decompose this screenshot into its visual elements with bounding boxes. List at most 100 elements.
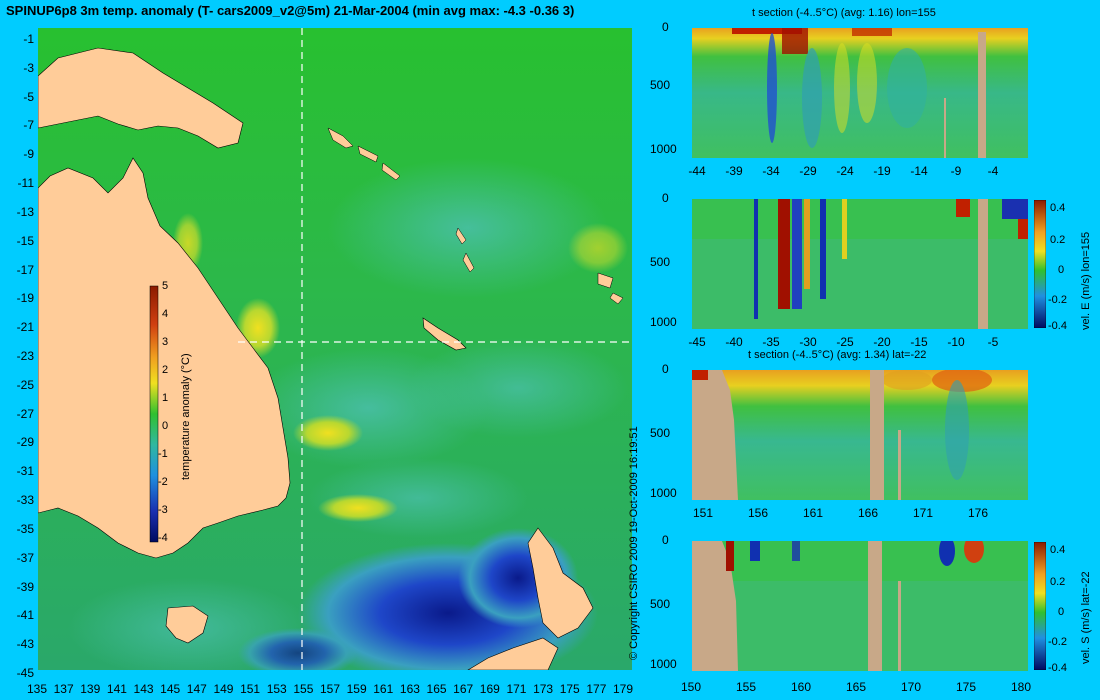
- lon-tick: 151: [240, 682, 261, 696]
- tasmania-land: [165, 605, 209, 644]
- section-2-svg: [692, 199, 1028, 329]
- lat-tick: -43: [16, 637, 34, 652]
- lat-tick: -33: [16, 493, 34, 508]
- panel-3-x-axis: 151 156 161 166 171 176: [688, 506, 1048, 522]
- cb-tick: 0.4: [1050, 544, 1066, 556]
- y-tick: 0: [662, 533, 669, 547]
- cb-tick: -0.4: [1048, 662, 1067, 674]
- cb-tick: -2: [158, 476, 168, 488]
- section-4-svg: [692, 541, 1028, 671]
- lon-tick: 161: [373, 682, 394, 696]
- lon-tick: 171: [506, 682, 527, 696]
- lat-tick: -45: [16, 666, 34, 680]
- panel-1-y-axis: 0 500 1000: [650, 20, 690, 160]
- section-3-svg: [692, 370, 1028, 500]
- temperature-anomaly-map[interactable]: [38, 28, 632, 670]
- section-plot-temp-lat[interactable]: [692, 370, 1028, 500]
- vanuatu-land: [455, 227, 475, 273]
- x-tick: 151: [692, 506, 714, 520]
- y-tick: 1000: [650, 142, 677, 156]
- latitude-axis: -1 -3 -5 -7 -9 -11 -13 -15 -17 -19 -21 -23 -25 -27 -29…: [4, 28, 36, 680]
- panel-2-x-axis: -45 -40 -35 -30 -25 -20 -15 -10 -5: [682, 335, 1042, 351]
- x-tick: 180: [1010, 680, 1032, 694]
- new-guinea-land: [38, 47, 244, 149]
- y-tick: 500: [650, 426, 671, 440]
- panel-4-colorbar-ticks: 0.4 0.2 0 -0.2 -0.4: [1048, 538, 1080, 674]
- panel-2-side-label: vel. E (m/s) lon=155: [1080, 231, 1092, 330]
- lat-tick: -35: [16, 521, 34, 536]
- y-tick: 1000: [650, 657, 677, 671]
- y-tick: 0: [662, 20, 669, 34]
- x-tick: -29: [799, 164, 817, 178]
- lat-tick: -31: [16, 464, 34, 479]
- cb-tick: -0.4: [1048, 320, 1067, 332]
- panel-4-y-axis: 0 500 1000: [650, 533, 690, 673]
- cb-tick: -4: [158, 532, 168, 544]
- lat-tick: -1: [23, 32, 34, 46]
- x-tick: -14: [910, 164, 928, 178]
- y-tick: 1000: [650, 315, 677, 329]
- lon-tick: 175: [559, 682, 580, 696]
- x-tick: 176: [967, 506, 989, 520]
- map-svg: [38, 28, 632, 670]
- x-tick: -30: [799, 335, 817, 349]
- y-tick: 0: [662, 191, 669, 205]
- lon-tick: 163: [399, 682, 420, 696]
- lon-tick: 137: [53, 682, 74, 696]
- x-tick: 161: [802, 506, 824, 520]
- x-tick: -9: [950, 164, 962, 178]
- cb-tick: -0.2: [1048, 636, 1067, 648]
- lon-tick: 167: [453, 682, 474, 696]
- x-tick: -4: [987, 164, 999, 178]
- section-plot-temp-lon[interactable]: [692, 28, 1028, 158]
- solomon-islands-land: [327, 127, 401, 181]
- x-tick: -45: [688, 335, 706, 349]
- lat-tick: -23: [16, 349, 34, 363]
- panel-1-title: t section (-4..5°C) (avg: 1.16) lon=155: [752, 7, 936, 19]
- map-colorbar: [149, 285, 159, 543]
- cb-tick: 2: [162, 364, 169, 376]
- lat-tick: -5: [23, 89, 34, 104]
- lon-tick: 179: [612, 682, 634, 696]
- map-colorbar-ticks: 5 4 3 2 1 0 -1 -2 -3 -4: [158, 280, 174, 550]
- lat-tick: -9: [23, 147, 34, 162]
- lat-tick: -25: [16, 377, 34, 392]
- lon-tick: 135: [26, 682, 48, 696]
- lat-tick: -29: [16, 435, 34, 450]
- lon-tick: 165: [426, 682, 447, 696]
- x-tick: -25: [836, 335, 854, 349]
- cb-tick: 0: [162, 420, 169, 432]
- lat-tick: -37: [16, 550, 34, 565]
- x-tick: 170: [900, 680, 922, 694]
- y-tick: 1000: [650, 486, 677, 500]
- x-tick: -44: [688, 164, 706, 178]
- lon-tick: 143: [133, 682, 154, 696]
- section-plot-vel-east[interactable]: [692, 199, 1028, 329]
- map-title: SPINUP6p8 3m temp. anomaly (T- cars2009_…: [6, 3, 575, 18]
- panel-2-colorbar: [1033, 199, 1047, 329]
- lat-tick: -13: [16, 204, 34, 219]
- x-tick: -19: [873, 164, 891, 178]
- x-tick: 175: [955, 680, 977, 694]
- lat-tick: -11: [17, 176, 34, 191]
- cb-tick: -3: [158, 504, 168, 516]
- lon-tick: 177: [586, 682, 607, 696]
- cb-tick: 3: [162, 336, 169, 348]
- lat-tick: -15: [16, 233, 34, 248]
- cb-tick: 0.2: [1050, 234, 1066, 246]
- cb-tick: 0: [1058, 606, 1065, 618]
- panel-1-x-axis: -44 -39 -34 -29 -24 -19 -14 -9 -4: [682, 164, 1042, 180]
- x-tick: -34: [762, 164, 780, 178]
- lon-tick: 159: [346, 682, 367, 696]
- x-tick: -10: [947, 335, 965, 349]
- y-tick: 0: [662, 362, 669, 376]
- lon-tick: 141: [106, 682, 127, 696]
- cb-tick: 0.4: [1050, 202, 1066, 214]
- section-plot-vel-south[interactable]: [692, 541, 1028, 671]
- cb-tick: 1: [162, 392, 169, 404]
- cb-tick: -0.2: [1048, 294, 1067, 306]
- lat-tick: -27: [16, 406, 34, 421]
- x-tick: 155: [735, 680, 757, 694]
- copyright-text: © Copyright CSIRO 2009 19-Oct-2009 16:19…: [628, 426, 640, 660]
- cb-tick: 4: [162, 308, 169, 320]
